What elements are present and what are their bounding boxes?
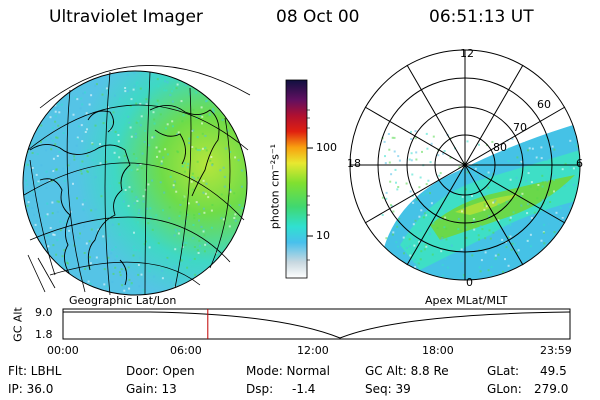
mlt-label-18: 18 <box>347 157 361 170</box>
mlat-label-60: 60 <box>537 98 551 111</box>
timeline-xtick-1200: 12:00 <box>297 344 329 357</box>
instrument-title: Ultraviolet Imager <box>49 7 203 27</box>
mlt-label-6: 6 <box>576 157 583 170</box>
timeline-xtick-0600: 06:00 <box>170 344 202 357</box>
timeline-xtick-1800: 18:00 <box>422 344 454 357</box>
colorbar-tick-100: 100 <box>316 141 337 154</box>
timeline-ytick-bottom: 1.8 <box>35 328 53 341</box>
info-gain: Gain: 13 <box>126 382 177 396</box>
mlat-label-70: 70 <box>513 121 527 134</box>
altitude-timeline <box>62 308 571 340</box>
info-glat-label: GLat: <box>487 364 520 378</box>
timeline-xtick-0000: 00:00 <box>47 344 79 357</box>
timeline-ylabel: GC Alt <box>11 307 25 342</box>
info-glon-value: 279.0 <box>534 382 569 396</box>
mlat-label-80: 80 <box>493 141 507 154</box>
colorbar-tick-10: 10 <box>316 229 330 242</box>
geographic-map <box>22 65 251 296</box>
info-gc-alt: GC Alt: 8.8 Re <box>365 364 449 378</box>
info-glon-label: GLon: <box>487 382 522 396</box>
observation-time: 06:51:13 UT <box>429 7 534 27</box>
info-dsp-label: Dsp: <box>246 382 274 396</box>
mlt-label-12: 12 <box>460 47 474 60</box>
info-door: Door: Open <box>126 364 195 378</box>
colorbar-unit-label: photon cm⁻²s⁻¹ <box>268 143 282 230</box>
polar-plot <box>349 49 581 281</box>
info-glat-value: 49.5 <box>540 364 567 378</box>
color-scale-bar <box>285 79 313 279</box>
timeline-ytick-top: 9.0 <box>35 306 53 319</box>
graticule <box>23 65 251 296</box>
info-mode: Mode: Normal <box>246 364 330 378</box>
info-seq: Seq: 39 <box>365 382 411 396</box>
info-ip: IP: 36.0 <box>8 382 54 396</box>
geographic-panel-label: Geographic Lat/Lon <box>69 294 177 307</box>
observation-date: 08 Oct 00 <box>276 7 360 27</box>
polar-panel-label: Apex MLat/MLT <box>425 294 508 307</box>
info-filter: Flt: LBHL <box>8 364 62 378</box>
info-dsp-value: -1.4 <box>292 382 316 396</box>
mlt-label-0: 0 <box>466 276 473 289</box>
timeline-xtick-2359: 23:59 <box>540 344 572 357</box>
